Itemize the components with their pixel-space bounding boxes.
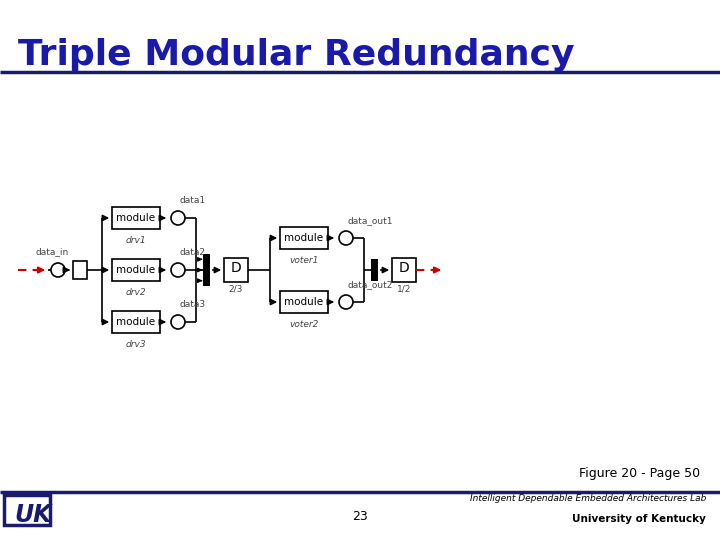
- Text: D: D: [230, 261, 241, 275]
- Bar: [224, 258, 248, 282]
- Text: voter1: voter1: [289, 256, 319, 265]
- Text: data2: data2: [180, 248, 206, 257]
- Text: 2/3: 2/3: [229, 285, 243, 294]
- Text: 23: 23: [352, 510, 368, 523]
- Bar: [202, 254, 210, 286]
- Text: module: module: [117, 265, 156, 275]
- Text: University of Kentucky: University of Kentucky: [572, 514, 706, 524]
- Bar: [280, 227, 328, 249]
- Bar: [73, 261, 87, 279]
- Text: data_out1: data_out1: [348, 216, 394, 225]
- Text: Intelligent Dependable Embedded Architectures Lab: Intelligent Dependable Embedded Architec…: [469, 494, 706, 503]
- Text: data_out2: data_out2: [348, 280, 393, 289]
- Text: 1/2: 1/2: [397, 285, 411, 294]
- Bar: [112, 311, 160, 333]
- Text: voter2: voter2: [289, 320, 319, 329]
- Text: drv3: drv3: [126, 340, 146, 349]
- Text: D: D: [399, 261, 410, 275]
- Text: data1: data1: [180, 196, 206, 205]
- Text: data3: data3: [180, 300, 206, 309]
- Bar: [112, 259, 160, 281]
- Bar: [280, 291, 328, 313]
- Text: module: module: [284, 297, 323, 307]
- Text: drv2: drv2: [126, 288, 146, 297]
- Text: drv1: drv1: [126, 236, 146, 245]
- Text: Figure 20 - Page 50: Figure 20 - Page 50: [579, 467, 700, 480]
- Text: Triple Modular Redundancy: Triple Modular Redundancy: [18, 38, 575, 72]
- Bar: [392, 258, 416, 282]
- Bar: [4, 495, 50, 525]
- Text: module: module: [284, 233, 323, 243]
- Text: data_in: data_in: [35, 247, 68, 256]
- Bar: [112, 207, 160, 229]
- Text: module: module: [117, 213, 156, 223]
- Text: module: module: [117, 317, 156, 327]
- Text: UK: UK: [14, 503, 51, 527]
- Bar: [371, 259, 377, 281]
